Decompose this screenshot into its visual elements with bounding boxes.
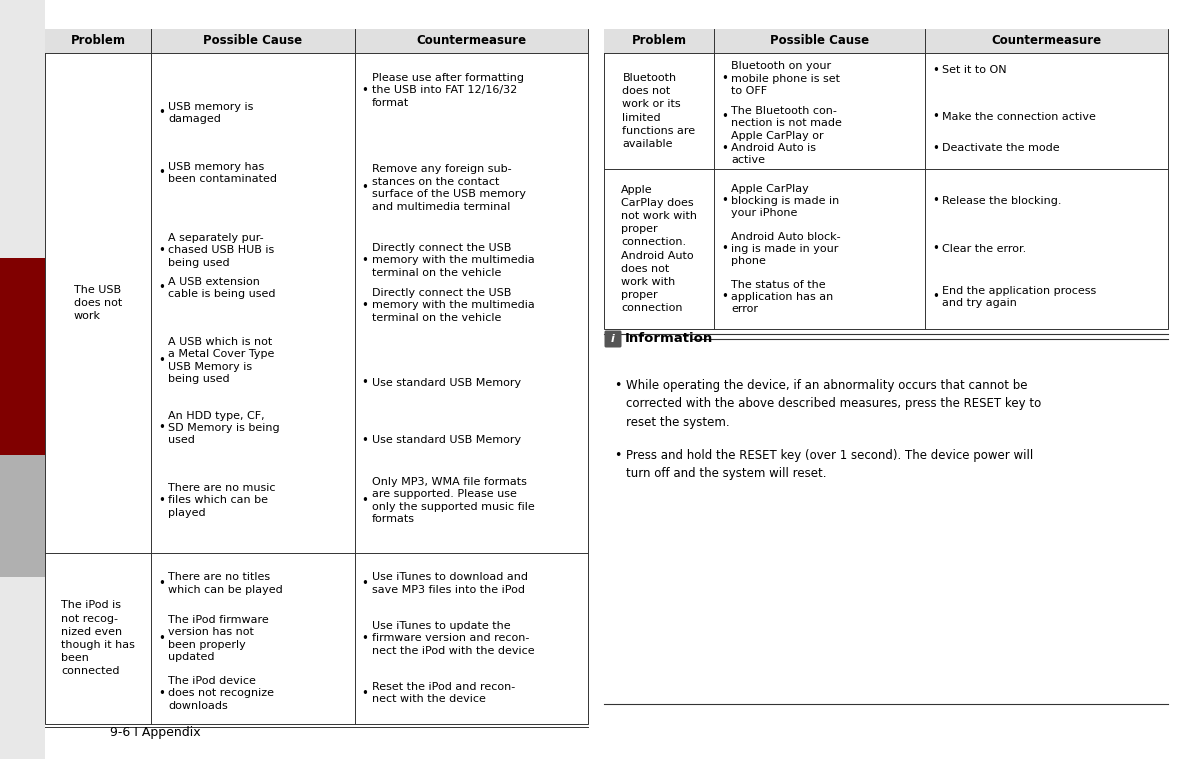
Text: •: •	[720, 142, 727, 155]
Text: The USB
does not
work: The USB does not work	[74, 285, 122, 321]
Text: There are no music
files which can be
played: There are no music files which can be pl…	[168, 483, 275, 518]
Text: •: •	[158, 494, 165, 507]
Text: •: •	[158, 421, 165, 434]
Text: Countermeasure: Countermeasure	[992, 34, 1102, 48]
Text: The Bluetooth con-
nection is not made: The Bluetooth con- nection is not made	[731, 106, 842, 128]
Text: A USB which is not
a Metal Cover Type
USB Memory is
being used: A USB which is not a Metal Cover Type US…	[168, 337, 274, 384]
Text: •: •	[933, 142, 939, 155]
Text: •: •	[158, 282, 165, 294]
Text: Only MP3, WMA file formats
are supported. Please use
only the supported music fi: Only MP3, WMA file formats are supported…	[372, 477, 534, 524]
Text: •: •	[720, 194, 727, 207]
Text: •: •	[158, 632, 165, 645]
Text: Use iTunes to download and
save MP3 files into the iPod: Use iTunes to download and save MP3 file…	[372, 572, 528, 595]
Text: Use standard USB Memory: Use standard USB Memory	[372, 436, 521, 446]
Text: End the application process
and try again: End the application process and try agai…	[942, 286, 1097, 308]
Bar	[0, 258, 45, 455]
Text: USB memory is
damaged: USB memory is damaged	[168, 102, 253, 124]
Text: Deactivate the mode: Deactivate the mode	[942, 143, 1061, 153]
Text: Directly connect the USB
memory with the multimedia
terminal on the vehicle: Directly connect the USB memory with the…	[372, 243, 534, 278]
Text: Use standard USB Memory: Use standard USB Memory	[372, 378, 521, 388]
Text: •: •	[361, 84, 368, 97]
Text: Remove any foreign sub-
stances on the contact
surface of the USB memory
and mul: Remove any foreign sub- stances on the c…	[372, 165, 526, 212]
Bar	[603, 29, 1168, 329]
Bar	[0, 0, 45, 759]
Text: The status of the
application has an
error: The status of the application has an err…	[731, 279, 834, 314]
Text: •: •	[614, 379, 621, 392]
Text: •: •	[361, 687, 368, 700]
Text: Android Auto block-
ing is made in your
phone: Android Auto block- ing is made in your …	[731, 231, 841, 266]
Text: •: •	[361, 434, 368, 447]
Text: •: •	[720, 72, 727, 85]
Text: •: •	[361, 181, 368, 194]
Text: The iPod firmware
version has not
been properly
updated: The iPod firmware version has not been p…	[168, 615, 268, 662]
Text: Countermeasure: Countermeasure	[416, 34, 527, 48]
Text: •: •	[158, 166, 165, 179]
Text: •: •	[361, 494, 368, 507]
Bar	[0, 455, 45, 577]
Text: Reset the iPod and recon-
nect with the device: Reset the iPod and recon- nect with the …	[372, 682, 515, 704]
Text: •: •	[361, 376, 368, 389]
Text: Set it to ON: Set it to ON	[942, 65, 1007, 75]
Text: •: •	[933, 64, 939, 77]
Bar	[45, 29, 588, 53]
Text: •: •	[933, 194, 939, 207]
Text: Possible Cause: Possible Cause	[770, 34, 869, 48]
Text: •: •	[158, 354, 165, 367]
Text: Problem: Problem	[632, 34, 686, 48]
Text: •: •	[720, 291, 727, 304]
Text: Clear the error.: Clear the error.	[942, 244, 1026, 254]
Text: •: •	[361, 577, 368, 591]
Text: Bluetooth on your
mobile phone is set
to OFF: Bluetooth on your mobile phone is set to…	[731, 61, 840, 96]
Text: An HDD type, CF,
SD Memory is being
used: An HDD type, CF, SD Memory is being used	[168, 411, 280, 446]
Text: •: •	[158, 106, 165, 119]
Text: •: •	[720, 110, 727, 123]
Text: 9-6 I Appendix: 9-6 I Appendix	[110, 726, 201, 739]
Text: •: •	[158, 577, 165, 591]
Text: A separately pur-
chased USB HUB is
being used: A separately pur- chased USB HUB is bein…	[168, 233, 274, 268]
Text: A USB extension
cable is being used: A USB extension cable is being used	[168, 277, 275, 299]
Text: •: •	[720, 242, 727, 256]
Text: The iPod device
does not recognize
downloads: The iPod device does not recognize downl…	[168, 676, 274, 710]
Text: Possible Cause: Possible Cause	[203, 34, 302, 48]
Text: Release the blocking.: Release the blocking.	[942, 196, 1062, 206]
Text: Information: Information	[625, 332, 713, 345]
Text: •: •	[933, 242, 939, 256]
Text: The iPod is
not recog-
nized even
though it has
been
connected: The iPod is not recog- nized even though…	[61, 600, 135, 676]
Text: •: •	[158, 687, 165, 700]
Text: •: •	[361, 299, 368, 312]
Text: •: •	[933, 110, 939, 123]
Text: Use iTunes to update the
firmware version and recon-
nect the iPod with the devi: Use iTunes to update the firmware versio…	[372, 621, 534, 656]
Text: •: •	[361, 254, 368, 267]
Text: Apple CarPlay or
Android Auto is
active: Apple CarPlay or Android Auto is active	[731, 131, 823, 165]
Text: Press and hold the RESET key (over 1 second). The device power will
turn off and: Press and hold the RESET key (over 1 sec…	[626, 449, 1033, 480]
Text: Apple CarPlay
blocking is made in
your iPhone: Apple CarPlay blocking is made in your i…	[731, 184, 840, 219]
Text: •: •	[933, 291, 939, 304]
Text: Please use after formatting
the USB into FAT 12/16/32
format: Please use after formatting the USB into…	[372, 73, 523, 108]
Text: Problem: Problem	[71, 34, 125, 48]
Text: USB memory has
been contaminated: USB memory has been contaminated	[168, 162, 276, 184]
Text: •: •	[614, 449, 621, 462]
Text: Make the connection active: Make the connection active	[942, 112, 1096, 121]
Text: •: •	[158, 244, 165, 257]
Text: While operating the device, if an abnormality occurs that cannot be
corrected wi: While operating the device, if an abnorm…	[626, 379, 1042, 429]
Text: i: i	[611, 334, 615, 344]
Text: Bluetooth
does not
work or its
limited
functions are
available: Bluetooth does not work or its limited f…	[622, 73, 696, 149]
Bar	[603, 29, 1168, 53]
Text: •: •	[361, 632, 368, 645]
Text: Directly connect the USB
memory with the multimedia
terminal on the vehicle: Directly connect the USB memory with the…	[372, 288, 534, 323]
Text: Apple
CarPlay does
not work with
proper
connection.
Android Auto
does not
work w: Apple CarPlay does not work with proper …	[621, 184, 697, 313]
Bar	[45, 29, 588, 724]
FancyBboxPatch shape	[605, 330, 621, 348]
Text: There are no titles
which can be played: There are no titles which can be played	[168, 572, 282, 595]
